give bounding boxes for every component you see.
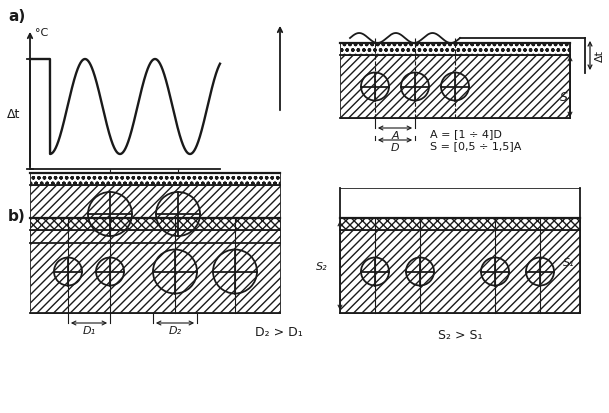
Bar: [30, 230, 280, 313]
Bar: [30, 218, 280, 230]
Text: S: S: [560, 91, 568, 104]
Text: S₂ > S₁: S₂ > S₁: [438, 328, 482, 341]
Text: Δt: Δt: [7, 108, 20, 121]
Bar: [340, 230, 580, 313]
Text: A: A: [391, 131, 399, 141]
Bar: [30, 173, 280, 185]
Text: S₁: S₁: [563, 257, 575, 267]
Text: D₁: D₁: [82, 325, 96, 335]
Text: D₂ > D₁: D₂ > D₁: [255, 325, 303, 338]
Text: °C: °C: [35, 28, 48, 38]
Text: S = [0,5 ÷ 1,5]A: S = [0,5 ÷ 1,5]A: [430, 141, 521, 151]
Text: a): a): [8, 9, 25, 24]
Text: b): b): [8, 209, 26, 223]
Bar: [340, 44, 570, 56]
Bar: [30, 185, 280, 243]
Bar: [340, 218, 580, 230]
Text: A = [1 ÷ 4]D: A = [1 ÷ 4]D: [430, 129, 502, 139]
Text: D₂: D₂: [169, 325, 181, 335]
Bar: [340, 56, 570, 119]
Text: S₂: S₂: [316, 261, 328, 271]
Text: Δt: Δt: [595, 50, 605, 62]
Text: D: D: [391, 142, 400, 153]
